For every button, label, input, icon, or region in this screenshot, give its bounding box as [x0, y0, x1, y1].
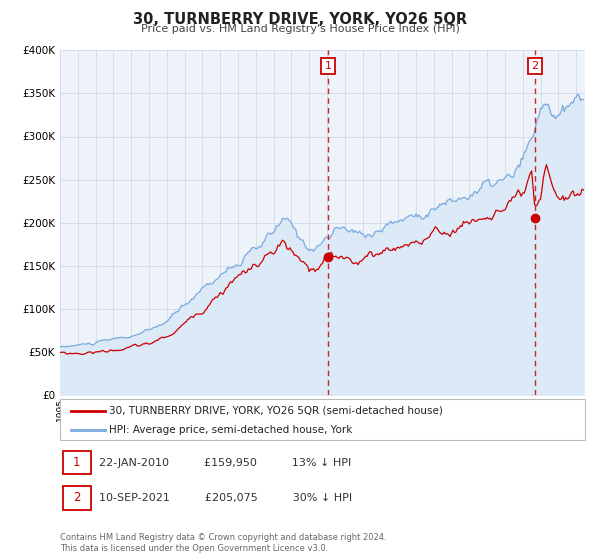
- Text: Price paid vs. HM Land Registry's House Price Index (HPI): Price paid vs. HM Land Registry's House …: [140, 24, 460, 34]
- Text: 30, TURNBERRY DRIVE, YORK, YO26 5QR: 30, TURNBERRY DRIVE, YORK, YO26 5QR: [133, 12, 467, 27]
- Text: 10-SEP-2021          £205,075          30% ↓ HPI: 10-SEP-2021 £205,075 30% ↓ HPI: [99, 493, 352, 503]
- Text: HPI: Average price, semi-detached house, York: HPI: Average price, semi-detached house,…: [109, 424, 353, 435]
- Text: 2: 2: [73, 491, 80, 505]
- Text: 22-JAN-2010          £159,950          13% ↓ HPI: 22-JAN-2010 £159,950 13% ↓ HPI: [99, 458, 351, 468]
- Text: 1: 1: [325, 61, 331, 71]
- Text: 2: 2: [532, 61, 539, 71]
- Text: This data is licensed under the Open Government Licence v3.0.: This data is licensed under the Open Gov…: [60, 544, 328, 553]
- Text: Contains HM Land Registry data © Crown copyright and database right 2024.: Contains HM Land Registry data © Crown c…: [60, 533, 386, 542]
- Text: 1: 1: [73, 456, 80, 469]
- Text: 30, TURNBERRY DRIVE, YORK, YO26 5QR (semi-detached house): 30, TURNBERRY DRIVE, YORK, YO26 5QR (sem…: [109, 405, 443, 416]
